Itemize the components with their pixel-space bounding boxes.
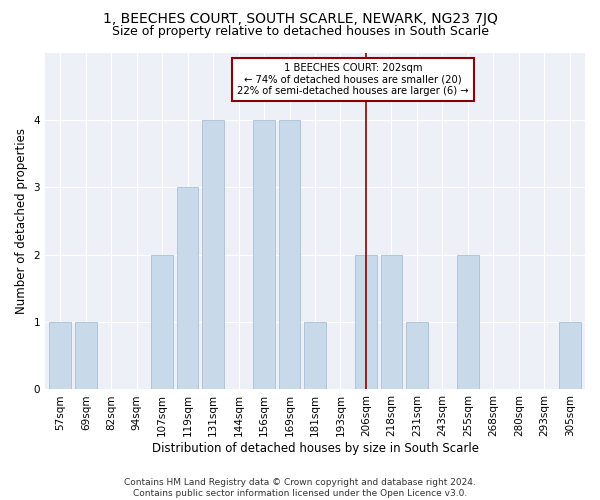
Text: Size of property relative to detached houses in South Scarle: Size of property relative to detached ho…	[112, 25, 488, 38]
Bar	[457, 254, 479, 390]
Text: Contains HM Land Registry data © Crown copyright and database right 2024.
Contai: Contains HM Land Registry data © Crown c…	[124, 478, 476, 498]
Text: 1 BEECHES COURT: 202sqm
← 74% of detached houses are smaller (20)
22% of semi-de: 1 BEECHES COURT: 202sqm ← 74% of detache…	[238, 62, 469, 96]
Bar	[202, 120, 224, 390]
Bar	[304, 322, 326, 390]
Bar	[151, 254, 173, 390]
Bar	[49, 322, 71, 390]
Bar	[75, 322, 97, 390]
Bar	[559, 322, 581, 390]
Text: 1, BEECHES COURT, SOUTH SCARLE, NEWARK, NG23 7JQ: 1, BEECHES COURT, SOUTH SCARLE, NEWARK, …	[103, 12, 497, 26]
Bar	[406, 322, 428, 390]
Bar	[253, 120, 275, 390]
Bar	[380, 254, 402, 390]
Bar	[355, 254, 377, 390]
Bar	[177, 188, 199, 390]
Y-axis label: Number of detached properties: Number of detached properties	[15, 128, 28, 314]
Bar	[279, 120, 301, 390]
X-axis label: Distribution of detached houses by size in South Scarle: Distribution of detached houses by size …	[152, 442, 479, 455]
